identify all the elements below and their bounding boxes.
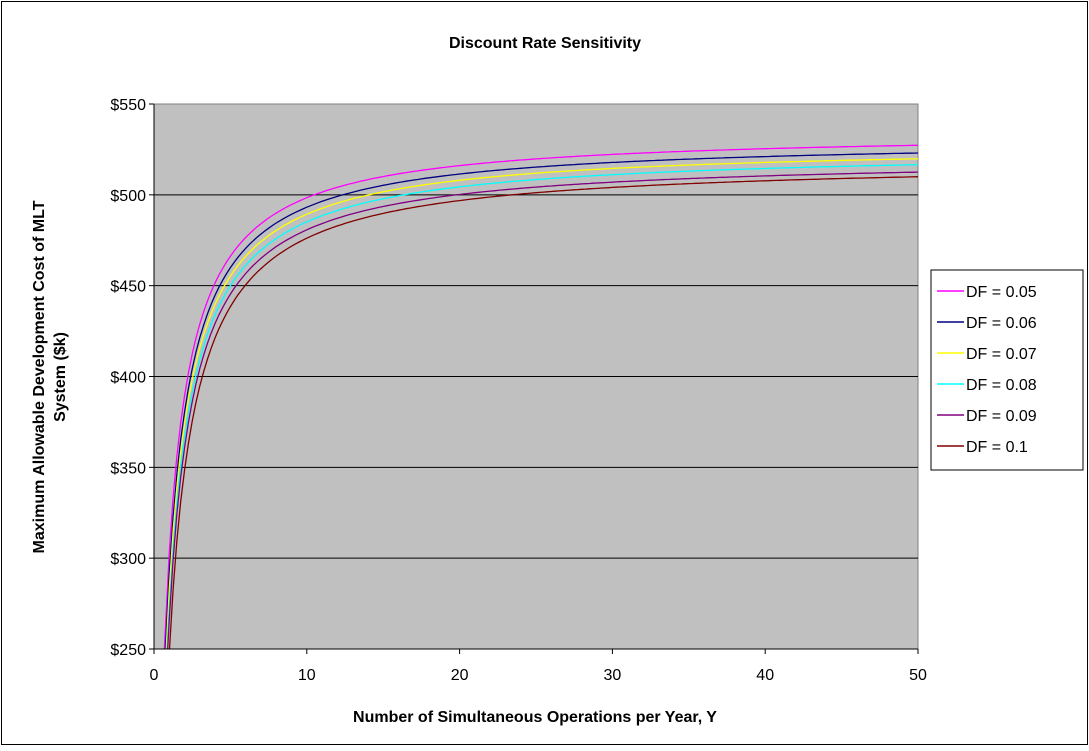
series-line (168, 176, 919, 650)
y-axis-label-line2: System ($k) (52, 332, 69, 422)
x-tick-label: 50 (909, 667, 927, 684)
x-tick-label: 40 (756, 667, 774, 684)
legend-label: DF = 0.07 (966, 346, 1037, 363)
y-tick-label: $400 (110, 370, 146, 387)
series-line (167, 171, 919, 650)
legend-box (930, 269, 1084, 471)
x-tick-label: 0 (150, 667, 159, 684)
series-line (165, 158, 919, 650)
y-axis-ticks: $250 $300 $350 $400 $450 $500 $550 (110, 97, 154, 659)
legend-items: DF = 0.05 DF = 0.06 DF = 0.07 DF = 0.08 DF =… (937, 284, 1037, 456)
x-tick-label: 20 (451, 667, 469, 684)
x-axis-ticks: 0 10 20 30 40 50 (150, 649, 927, 684)
legend: DF = 0.05 DF = 0.06 DF = 0.07 DF = 0.08 DF =… (930, 269, 1084, 471)
y-tick-label: $500 (110, 188, 146, 205)
y-tick-label: $450 (110, 279, 146, 296)
series-line (164, 152, 919, 650)
legend-label: DF = 0.06 (966, 315, 1037, 332)
series-line (163, 144, 918, 650)
y-axis-label-line1: Maximum Allowable Development Cost of ML… (31, 200, 48, 553)
series-lines (163, 144, 919, 650)
grid-lines (154, 194, 918, 559)
x-tick-label: 10 (298, 667, 316, 684)
chart-title: Discount Rate Sensitivity (449, 35, 641, 52)
legend-label: DF = 0.1 (966, 439, 1028, 456)
series-line (166, 164, 919, 650)
y-tick-label: $250 (110, 642, 146, 659)
x-tick-label: 30 (604, 667, 622, 684)
legend-label: DF = 0.05 (966, 284, 1037, 301)
y-tick-label: $350 (110, 460, 146, 477)
legend-label: DF = 0.09 (966, 408, 1037, 425)
x-axis-label: Number of Simultaneous Operations per Ye… (353, 709, 717, 726)
y-tick-label: $550 (110, 97, 146, 114)
legend-label: DF = 0.08 (966, 377, 1037, 394)
y-tick-label: $300 (110, 551, 146, 568)
y-axis-label: Maximum Allowable Development Cost of ML… (31, 200, 69, 553)
